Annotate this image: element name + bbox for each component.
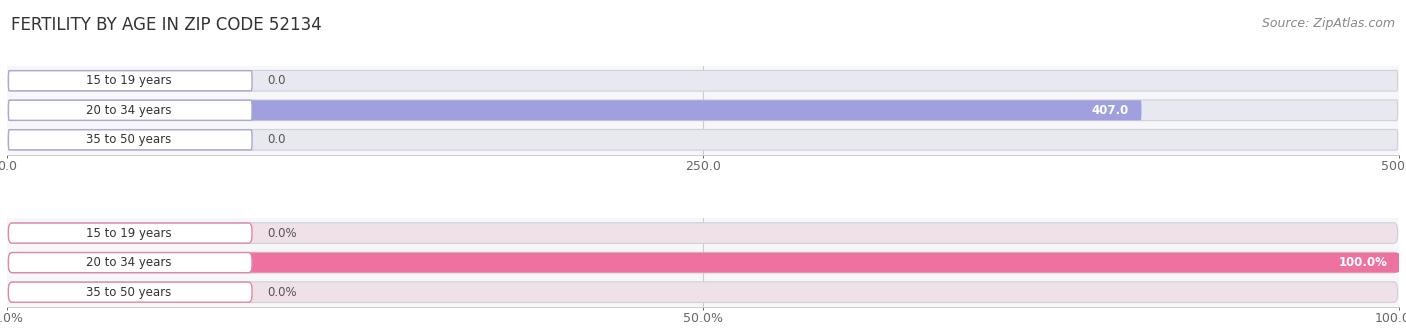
FancyBboxPatch shape [8, 100, 1142, 120]
FancyBboxPatch shape [8, 252, 1398, 273]
Text: 0.0%: 0.0% [267, 227, 297, 240]
FancyBboxPatch shape [8, 129, 1398, 150]
Text: 15 to 19 years: 15 to 19 years [86, 74, 172, 87]
FancyBboxPatch shape [8, 252, 1400, 273]
Text: 15 to 19 years: 15 to 19 years [86, 227, 172, 240]
Text: 407.0: 407.0 [1091, 104, 1129, 117]
Text: FERTILITY BY AGE IN ZIP CODE 52134: FERTILITY BY AGE IN ZIP CODE 52134 [11, 16, 322, 35]
FancyBboxPatch shape [8, 71, 252, 91]
FancyBboxPatch shape [8, 100, 252, 120]
Text: 35 to 50 years: 35 to 50 years [86, 286, 172, 299]
FancyBboxPatch shape [8, 100, 1398, 121]
Text: 100.0%: 100.0% [1339, 256, 1388, 269]
Text: 20 to 34 years: 20 to 34 years [86, 256, 172, 269]
Text: Source: ZipAtlas.com: Source: ZipAtlas.com [1261, 16, 1395, 29]
FancyBboxPatch shape [8, 282, 252, 302]
FancyBboxPatch shape [8, 223, 1398, 244]
FancyBboxPatch shape [8, 282, 1398, 303]
Text: 0.0%: 0.0% [267, 286, 297, 299]
FancyBboxPatch shape [8, 252, 252, 273]
Text: 35 to 50 years: 35 to 50 years [86, 133, 172, 146]
FancyBboxPatch shape [8, 223, 252, 243]
FancyBboxPatch shape [8, 70, 1398, 91]
Text: 20 to 34 years: 20 to 34 years [86, 104, 172, 117]
Text: 0.0: 0.0 [267, 74, 285, 87]
FancyBboxPatch shape [8, 130, 252, 150]
Text: 0.0: 0.0 [267, 133, 285, 146]
